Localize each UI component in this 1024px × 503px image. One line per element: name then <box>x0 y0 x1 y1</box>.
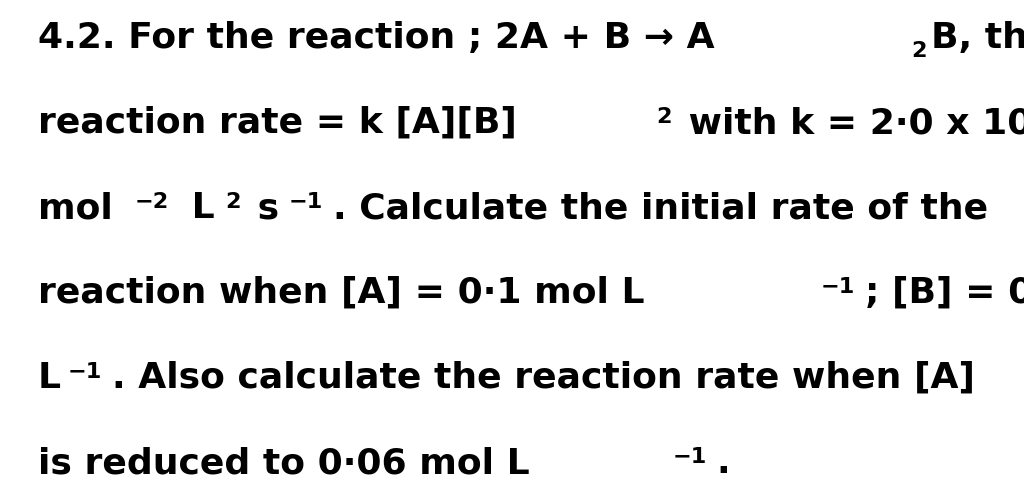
Text: −1: −1 <box>289 192 324 212</box>
Text: −1: −1 <box>820 277 855 297</box>
Text: 2: 2 <box>911 41 927 61</box>
Text: with k = 2·0 x 10: with k = 2·0 x 10 <box>676 106 1024 140</box>
Text: L: L <box>179 191 214 225</box>
Text: . Also calculate the reaction rate when [A]: . Also calculate the reaction rate when … <box>112 361 975 395</box>
Text: B, the: B, the <box>931 21 1024 55</box>
Text: reaction rate = k [A][B]: reaction rate = k [A][B] <box>38 106 517 140</box>
Text: reaction when [A] = 0·1 mol L: reaction when [A] = 0·1 mol L <box>38 276 644 310</box>
Text: −1: −1 <box>68 362 102 382</box>
Text: is reduced to 0·06 mol L: is reduced to 0·06 mol L <box>38 446 529 480</box>
Text: ; [B] = 0·2 mol: ; [B] = 0·2 mol <box>865 276 1024 310</box>
Text: −2: −2 <box>134 192 169 212</box>
Text: .: . <box>717 446 730 480</box>
Text: 4.2. For the reaction ; 2A + B → A: 4.2. For the reaction ; 2A + B → A <box>38 21 715 55</box>
Text: mol: mol <box>38 191 113 225</box>
Text: 2: 2 <box>225 192 241 212</box>
Text: s: s <box>245 191 280 225</box>
Text: 2: 2 <box>656 107 672 127</box>
Text: −1: −1 <box>673 447 707 467</box>
Text: . Calculate the initial rate of the: . Calculate the initial rate of the <box>333 191 988 225</box>
Text: L: L <box>38 361 61 395</box>
